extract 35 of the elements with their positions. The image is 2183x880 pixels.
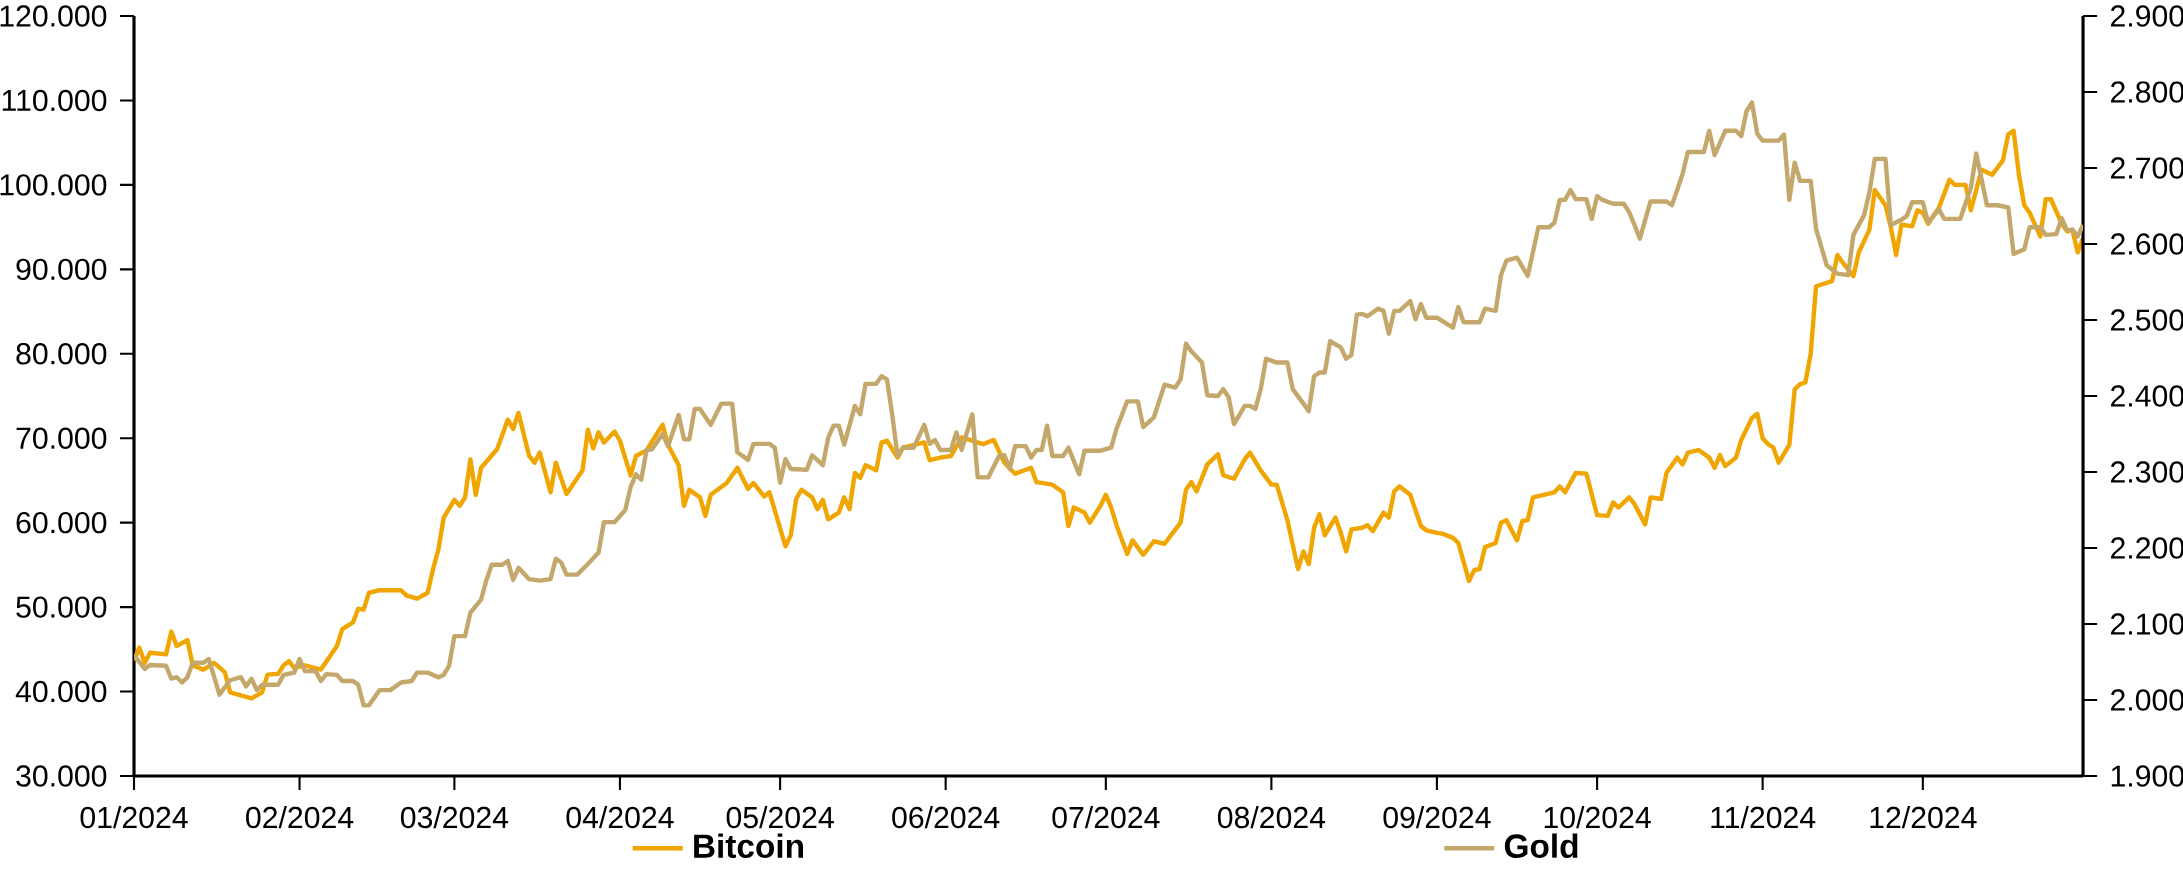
x-tick-label: 10/2024: [1544, 806, 1651, 829]
y-tick-label: 40.000: [15, 680, 107, 703]
y2-tick-label: 2.700: [2111, 157, 2183, 179]
x-tick-label: 06/2024: [892, 806, 1000, 829]
x-tick-label: 09/2024: [1383, 806, 1491, 829]
x-tick-label: 05/2024: [726, 806, 834, 829]
x-tick-label: 08/2024: [1217, 806, 1326, 829]
y-tick-label: 80.000: [16, 343, 107, 365]
y2-tick-label: 2.500: [2111, 309, 2183, 331]
x-tick-label: 07/2024: [1052, 806, 1160, 829]
y-tick-label: 30.000: [16, 765, 107, 787]
legend-label: Gold: [1504, 833, 1578, 858]
y2-tick-label: 2.000: [2111, 689, 2183, 711]
y2-tick-label: 2.900: [2111, 5, 2183, 27]
x-tick-label: 04/2024: [566, 806, 674, 829]
x-tick-label: 11/2024: [1711, 806, 1816, 829]
y-tick-label: 50.000: [16, 596, 107, 618]
y2-tick-label: 2.200: [2111, 537, 2183, 559]
y-tick-label: 110.000: [2, 89, 107, 112]
y2-tick-label: 2.600: [2111, 233, 2183, 255]
y2-tick-label: 1.900: [2111, 765, 2183, 787]
y2-tick-label: 2.400: [2111, 385, 2183, 407]
y-tick-label: 60.000: [16, 511, 107, 534]
x-tick-label: 01/2024: [80, 806, 188, 829]
legend-label: Bitcoin: [694, 833, 804, 858]
y-tick-label: 120.000: [0, 5, 107, 27]
y-tick-label: 100.000: [0, 174, 107, 196]
y2-tick-label: 2.800: [2111, 81, 2183, 103]
y-tick-label: 70.000: [16, 427, 107, 449]
x-tick-label: 03/2024: [400, 806, 509, 829]
y-tick-label: 90.000: [16, 258, 107, 281]
x-tick-label: 12/2024: [1870, 806, 1977, 829]
y2-tick-label: 2.300: [2111, 461, 2183, 483]
y2-tick-label: 2.100: [2111, 613, 2183, 635]
x-tick-label: 02/2024: [246, 806, 354, 829]
